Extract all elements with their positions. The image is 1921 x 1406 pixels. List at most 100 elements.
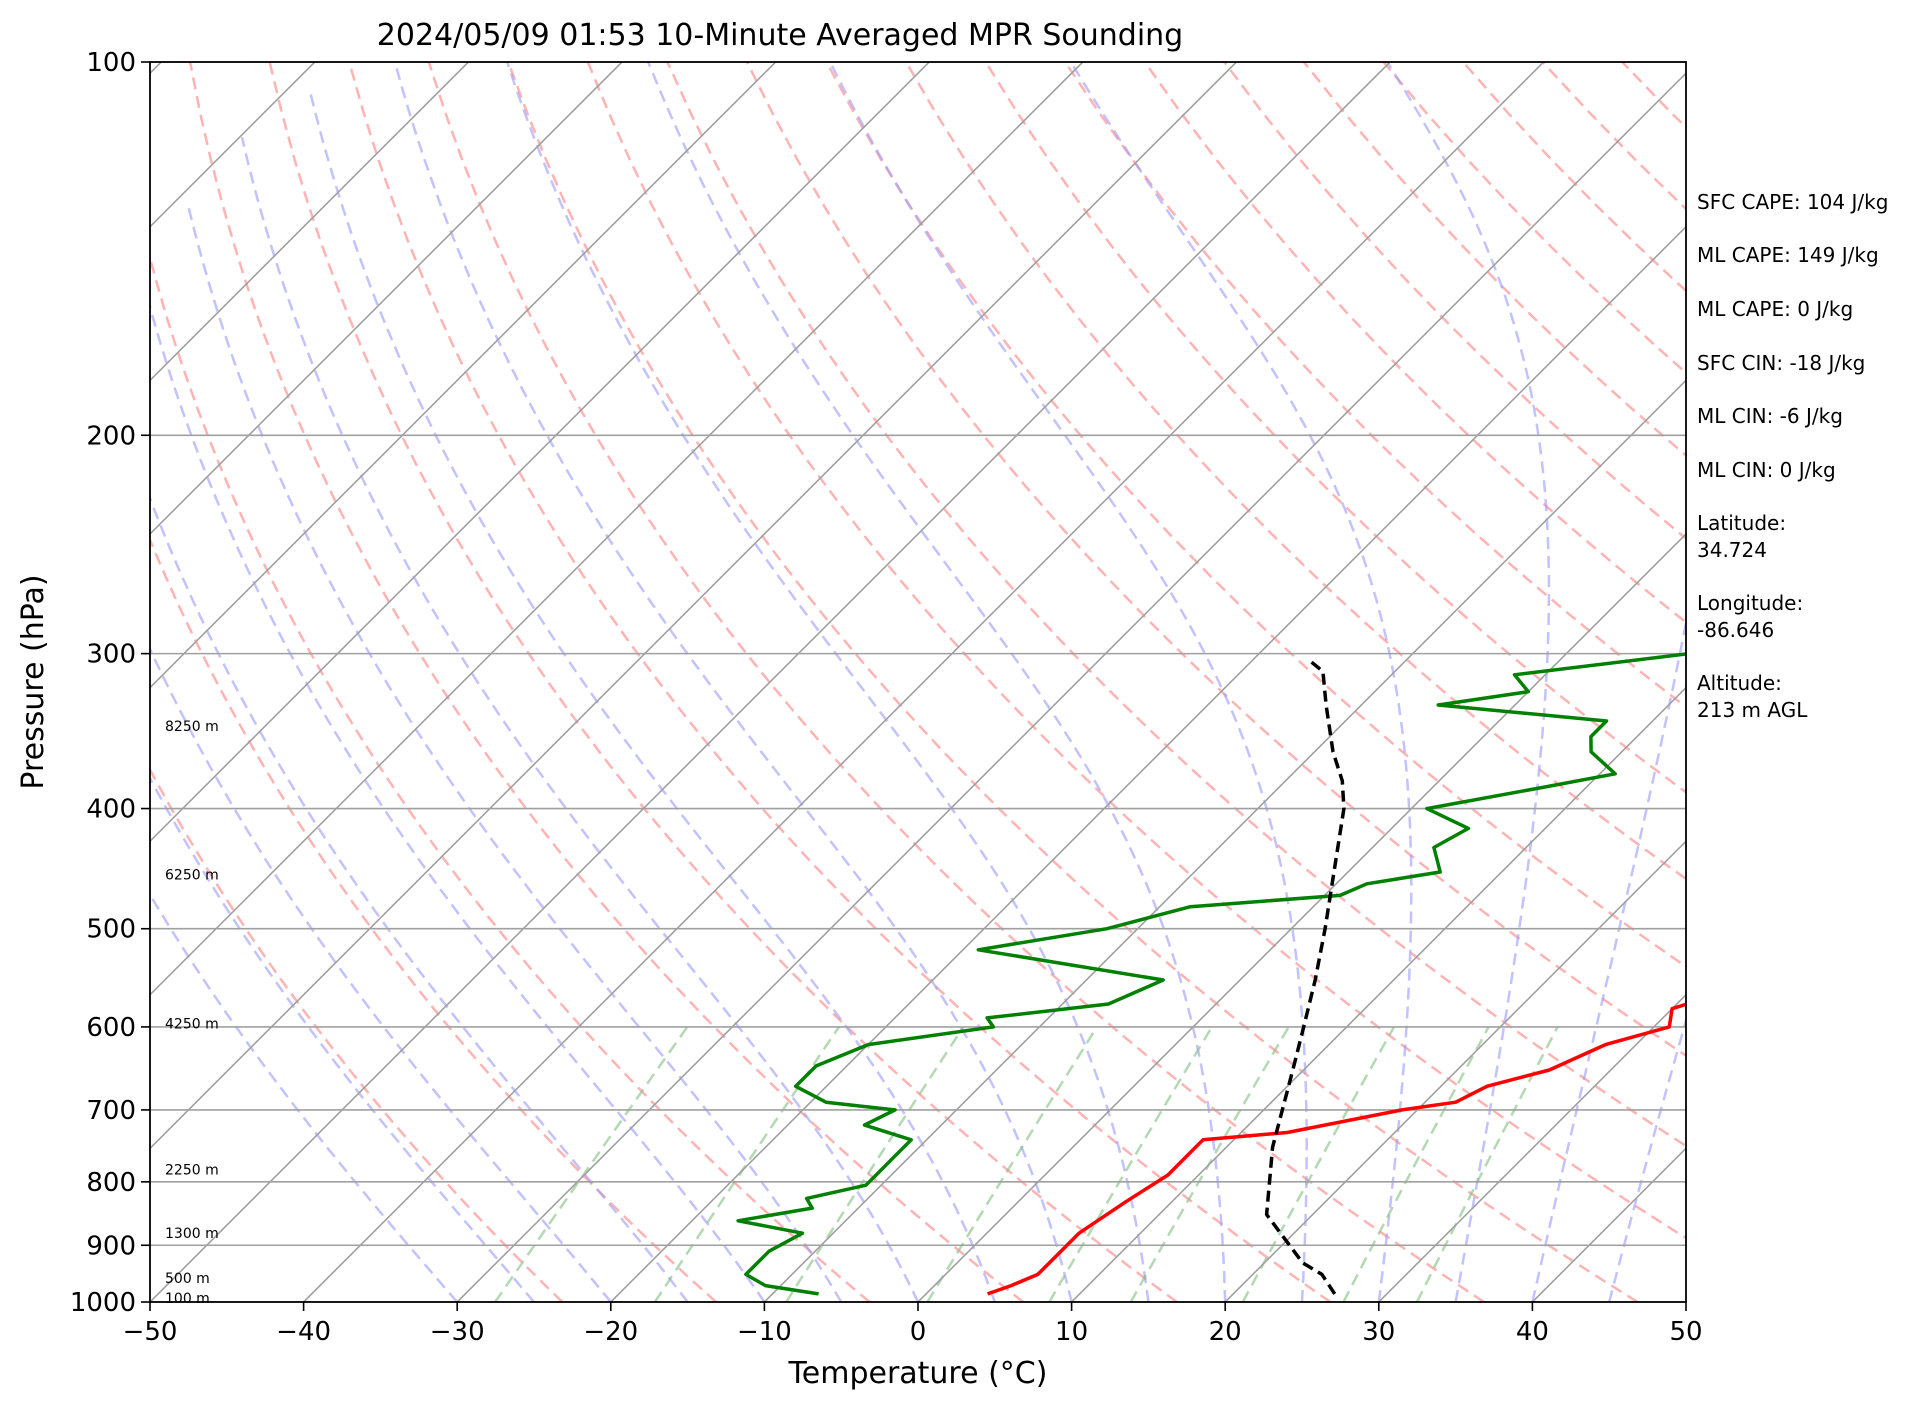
y-tick-label: 100 [86,48,136,78]
moist-adiabat-line [186,203,843,1302]
moist-adiabat-line [647,62,1227,1302]
y-tick-label: 800 [86,1168,136,1198]
y-axis-label: Pressure (hPa) [16,574,51,789]
mixing-ratio-line [494,1026,689,1302]
moist-adiabat-line [393,62,1073,1302]
plot-frame [149,61,1687,1303]
dry-adiabat-line [666,62,1686,1148]
x-tick-label: −20 [583,1317,638,1347]
info-panel: SFC CAPE: 104 J/kg ML CAPE: 149 J/kg ML CA… [1697,190,1888,722]
info-line: Latitude: [1697,511,1786,535]
isotherm-line [1071,686,1686,1302]
x-tick-label: −40 [276,1317,331,1347]
height-label: 6250 m [165,867,219,883]
dry-adiabat-line [150,767,564,1302]
dry-adiabat-line [507,62,1639,1302]
dry-adiabat-line [745,62,1686,1058]
info-line: ML CAPE: 0 J/kg [1697,297,1853,321]
dry-adiabat-line [1143,62,1686,624]
x-tick-label: −50 [123,1317,178,1347]
dry-adiabat-line [268,62,1178,1302]
isotherm-line [917,532,1686,1302]
y-tick-label: 1000 [70,1288,136,1318]
isotherm-line [150,62,1237,1150]
moist-adiabat-line [828,62,1308,1302]
isotherm-line [1378,993,1686,1302]
info-line: ML CAPE: 149 J/kg [1697,243,1879,267]
moist-adiabat-line [506,62,1150,1302]
dry-adiabat-line [825,62,1686,969]
y-tick-label: 900 [86,1231,136,1261]
moist-adiabat-line [240,137,920,1302]
parcel-path-line [1264,657,1346,1295]
isotherm-line [0,62,8,1302]
info-line: Longitude: [1697,591,1803,615]
mixing-ratio-line [1342,1026,1490,1302]
height-label: 500 m [165,1271,210,1287]
info-line: 213 m AGL [1697,698,1808,722]
y-tick-label: 700 [86,1096,136,1126]
x-tick-label: 50 [1669,1317,1702,1347]
moist-adiabat-line [150,775,535,1302]
y-tick-label: 600 [86,1013,136,1043]
isotherm-line [150,62,930,843]
info-line: SFC CIN: -18 J/kg [1697,351,1865,375]
info-line: -86.646 [1697,618,1774,642]
info-line: Altitude: [1697,671,1782,695]
isotherm-line [456,72,1686,1302]
y-tick-label: 500 [86,915,136,945]
height-label: 8250 m [165,719,219,735]
x-tick-label: −10 [737,1317,792,1347]
dry-adiabats [150,62,1686,1302]
y-axis-ticks: 100 200 300 400 500 600 700 800 900 1000 [70,48,150,1318]
moist-adiabat-line [308,87,996,1302]
isotherm-line [150,62,1391,1302]
dry-adiabat-line [347,62,1332,1302]
y-tick-label: 200 [86,421,136,451]
moist-adiabat-line [150,494,689,1302]
isotherm-line [150,62,1084,996]
y-tick-label: 400 [86,795,136,825]
dry-adiabat-line [150,536,717,1302]
isotherms [0,62,1686,1302]
x-tick-label: 40 [1516,1317,1549,1347]
height-label: 100 m [165,1291,210,1307]
dewpoint-line [736,652,1686,1296]
mixing-ratio-line [1415,1026,1559,1302]
x-axis-ticks: −50 −40 −30 −20 −10 0 10 20 30 40 50 [123,1302,1703,1347]
x-tick-label: 20 [1209,1317,1242,1347]
height-label: 2250 m [165,1163,219,1179]
dry-adiabat-line [1064,62,1686,709]
info-line: SFC CAPE: 104 J/kg [1697,190,1888,214]
isotherm-line [150,62,777,689]
moist-adiabat-line [1531,616,1686,1302]
info-line: ML CIN: 0 J/kg [1697,458,1836,482]
height-label: 4250 m [165,1016,219,1032]
info-line: 34.724 [1697,538,1767,562]
isotherm-line [1224,840,1686,1302]
plot-area [0,62,1686,1302]
sounding-series [736,652,1686,1296]
mixing-ratio-line [926,1026,1098,1302]
height-labels: 8250 m 6250 m 4250 m 2250 m 1300 m 500 m 100 m [165,719,219,1307]
y-tick-label: 300 [86,640,136,670]
height-label: 1300 m [165,1226,219,1242]
x-axis-label: Temperature (°C) [788,1356,1048,1391]
dry-adiabat-line [586,62,1686,1240]
isotherm-line [763,379,1686,1302]
x-tick-label: 30 [1362,1317,1395,1347]
isotherm-line [150,62,469,382]
mixing-ratio-line [1048,1026,1213,1302]
temperature-line [987,1002,1686,1296]
isobars [150,62,1686,1302]
moist-adiabats [150,62,1686,1302]
moist-adiabat-line [1386,62,1551,1302]
info-line: ML CIN: -6 J/kg [1697,404,1843,428]
moist-adiabat-line [150,892,459,1302]
isotherm-line [303,62,1545,1302]
chart-title: 2024/05/09 01:53 10-Minute Averaged MPR … [377,18,1183,53]
moist-adiabat-line [150,302,766,1302]
x-tick-label: 10 [1055,1317,1088,1347]
dry-adiabat-line [427,62,1485,1302]
